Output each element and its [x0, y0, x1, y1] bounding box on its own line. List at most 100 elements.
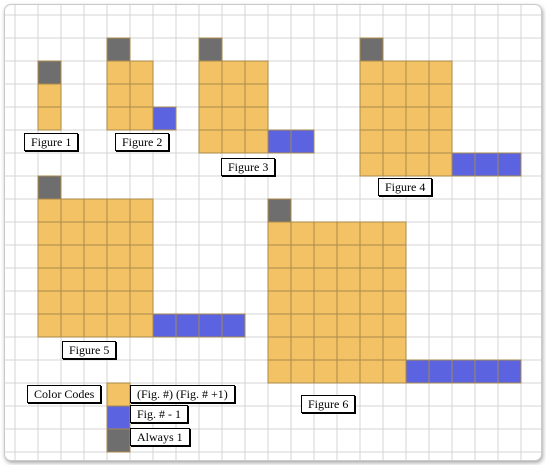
figure-3-square-cell: [198, 129, 223, 154]
figure-6-square-cell: [290, 336, 315, 361]
figure-4-rect-cell: [474, 152, 499, 177]
figure-6-square-cell: [313, 290, 338, 315]
figure-4-square-cell: [359, 152, 384, 177]
figure-3-square-cell: [221, 60, 246, 85]
figure-5-square-cell: [129, 313, 154, 338]
figure-6-square-cell: [313, 244, 338, 269]
figure-5-rect-cell: [175, 313, 200, 338]
diagram-frame: Figure 1 Figure 2 Figure 3 Figure 4 Figu…: [4, 4, 542, 461]
legend-item-one: Always 1: [130, 428, 190, 446]
figure-5-label: Figure 5: [62, 341, 117, 359]
figure-6-square-cell: [382, 267, 407, 292]
figure-5-square-cell: [60, 198, 85, 223]
figure-6-square-cell: [267, 336, 292, 361]
figure-6-square-cell: [267, 359, 292, 384]
figure-3-rect-cell: [267, 129, 292, 154]
figure-1-square-cell: [37, 106, 62, 131]
figure-1-square-cell: [37, 83, 62, 108]
figure-4-square-cell: [405, 129, 430, 154]
figure-6-one-cell: [267, 198, 292, 223]
figure-3-label: Figure 3: [221, 158, 276, 176]
figure-4-square-cell: [405, 152, 430, 177]
figure-2-one-cell: [106, 37, 131, 62]
figure-5-square-cell: [83, 198, 108, 223]
figure-6-square-cell: [382, 359, 407, 384]
figure-6-square-cell: [290, 221, 315, 246]
figure-6-square-cell: [359, 244, 384, 269]
figure-6-rect-cell: [497, 359, 522, 384]
figure-5-square-cell: [83, 267, 108, 292]
figure-5-square-cell: [60, 221, 85, 246]
figure-6-square-cell: [290, 359, 315, 384]
legend-item-rect: Fig. # - 1: [130, 405, 189, 423]
figure-5-square-cell: [106, 313, 131, 338]
figure-6-square-cell: [336, 359, 361, 384]
figure-3-square-cell: [244, 129, 269, 154]
figure-2-rect-cell: [152, 106, 177, 131]
figure-4-square-cell: [359, 83, 384, 108]
figure-4-rect-cell: [451, 152, 476, 177]
figure-6-label: Figure 6: [301, 395, 356, 413]
figure-2-square-cell: [106, 60, 131, 85]
figure-6-square-cell: [267, 244, 292, 269]
figure-3-square-cell: [221, 106, 246, 131]
figure-5-square-cell: [37, 267, 62, 292]
figure-6-square-cell: [382, 290, 407, 315]
figure-6-square-cell: [267, 290, 292, 315]
figure-4-square-cell: [382, 152, 407, 177]
figure-4-square-cell: [428, 83, 453, 108]
figure-6-square-cell: [359, 221, 384, 246]
figure-5-square-cell: [106, 267, 131, 292]
figure-6-square-cell: [313, 313, 338, 338]
figure-6-square-cell: [290, 267, 315, 292]
figure-2-square-cell: [129, 106, 154, 131]
figure-6-square-cell: [359, 290, 384, 315]
figure-5-rect-cell: [152, 313, 177, 338]
figure-3-square-cell: [244, 83, 269, 108]
figure-4-rect-cell: [497, 152, 522, 177]
figure-6-rect-cell: [428, 359, 453, 384]
figure-6-square-cell: [336, 221, 361, 246]
figure-6-square-cell: [290, 244, 315, 269]
legend-swatch-one: [106, 428, 131, 453]
figure-6-square-cell: [313, 221, 338, 246]
figure-4-square-cell: [382, 106, 407, 131]
figure-4-square-cell: [359, 129, 384, 154]
figure-6-square-cell: [336, 290, 361, 315]
figure-2-square-cell: [106, 106, 131, 131]
figure-6-square-cell: [359, 267, 384, 292]
figure-2-square-cell: [106, 83, 131, 108]
figure-6-square-cell: [290, 290, 315, 315]
legend-item-square: (Fig. #) (Fig. # +1): [130, 385, 235, 403]
figure-5-square-cell: [37, 313, 62, 338]
figure-6-square-cell: [336, 267, 361, 292]
figure-4-square-cell: [428, 129, 453, 154]
figure-5-square-cell: [60, 313, 85, 338]
figure-6-square-cell: [359, 359, 384, 384]
legend-swatch-rect: [106, 405, 131, 430]
figure-6-square-cell: [336, 313, 361, 338]
figure-5-square-cell: [83, 244, 108, 269]
figure-6-square-cell: [382, 313, 407, 338]
figure-5-square-cell: [129, 198, 154, 223]
figure-6-square-cell: [313, 267, 338, 292]
figure-4-one-cell: [359, 37, 384, 62]
figure-4-square-cell: [382, 83, 407, 108]
figure-6-rect-cell: [405, 359, 430, 384]
figure-4-square-cell: [359, 106, 384, 131]
figure-6-square-cell: [359, 313, 384, 338]
figure-5-square-cell: [106, 198, 131, 223]
figure-6-square-cell: [290, 313, 315, 338]
figure-4-label: Figure 4: [378, 178, 433, 196]
figure-2-square-cell: [129, 83, 154, 108]
figure-6-square-cell: [382, 221, 407, 246]
figure-1-label: Figure 1: [24, 133, 79, 151]
figure-3-square-cell: [198, 60, 223, 85]
figure-6-square-cell: [267, 313, 292, 338]
figure-6-square-cell: [336, 336, 361, 361]
figure-5-square-cell: [129, 244, 154, 269]
figure-6-rect-cell: [451, 359, 476, 384]
figure-5-square-cell: [106, 244, 131, 269]
figure-5-square-cell: [129, 267, 154, 292]
figure-3-square-cell: [198, 83, 223, 108]
